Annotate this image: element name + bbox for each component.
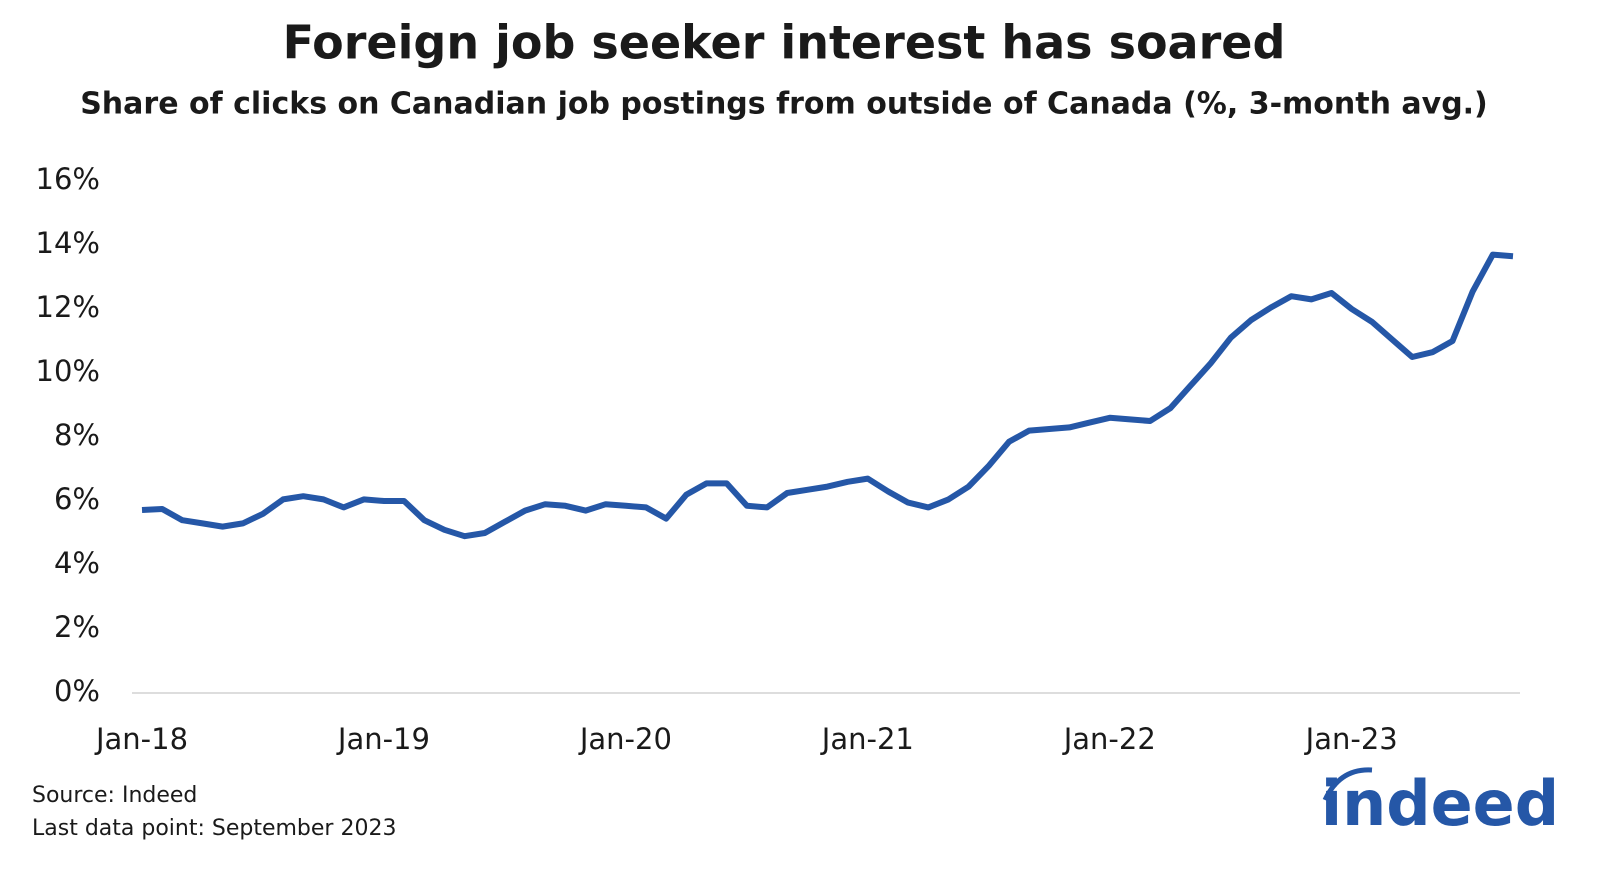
y-tick-label: 0% xyxy=(54,674,100,708)
chart-title: Foreign job seeker interest has soared xyxy=(283,16,1286,70)
x-tick-label: Jan-23 xyxy=(1304,722,1398,756)
logo: indeed xyxy=(1321,767,1559,840)
y-tick-label: 12% xyxy=(36,290,100,324)
y-tick-label: 8% xyxy=(54,418,100,452)
x-tick-label: Jan-20 xyxy=(578,722,672,756)
x-tick-label: Jan-21 xyxy=(820,722,914,756)
y-tick-label: 14% xyxy=(36,226,100,260)
x-tick-label: Jan-18 xyxy=(94,722,188,756)
x-tick-label: Jan-22 xyxy=(1062,722,1156,756)
note: Last data point: September 2023 xyxy=(32,816,396,841)
line xyxy=(141,251,1514,540)
y-tick-label: 4% xyxy=(54,546,100,580)
y-tick-label: 16% xyxy=(36,162,100,196)
y-tick-label: 2% xyxy=(54,610,100,644)
y-tick-label: 10% xyxy=(36,354,100,388)
source: Source: Indeed xyxy=(32,783,197,808)
chart-subtitle: Share of clicks on Canadian job postings… xyxy=(80,87,1488,122)
x-tick-label: Jan-19 xyxy=(336,722,430,756)
logo-arc xyxy=(1322,767,1373,802)
y-tick-label: 6% xyxy=(54,482,100,516)
